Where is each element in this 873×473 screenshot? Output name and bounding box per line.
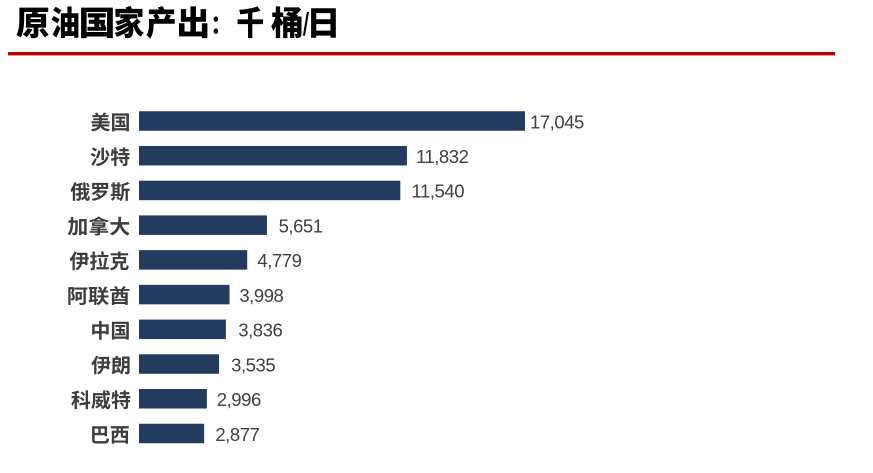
svg-text:4,779: 4,779: [257, 250, 301, 271]
svg-text:2,996: 2,996: [217, 389, 261, 410]
svg-text:11,832: 11,832: [416, 146, 469, 167]
svg-text:2,877: 2,877: [215, 424, 259, 445]
svg-text:3,998: 3,998: [239, 285, 283, 306]
svg-text:3,836: 3,836: [238, 320, 282, 341]
svg-text:3,535: 3,535: [231, 354, 275, 375]
svg-text:17,045: 17,045: [530, 111, 584, 132]
svg-text:11,540: 11,540: [412, 181, 465, 202]
svg-text:5,651: 5,651: [279, 215, 323, 236]
